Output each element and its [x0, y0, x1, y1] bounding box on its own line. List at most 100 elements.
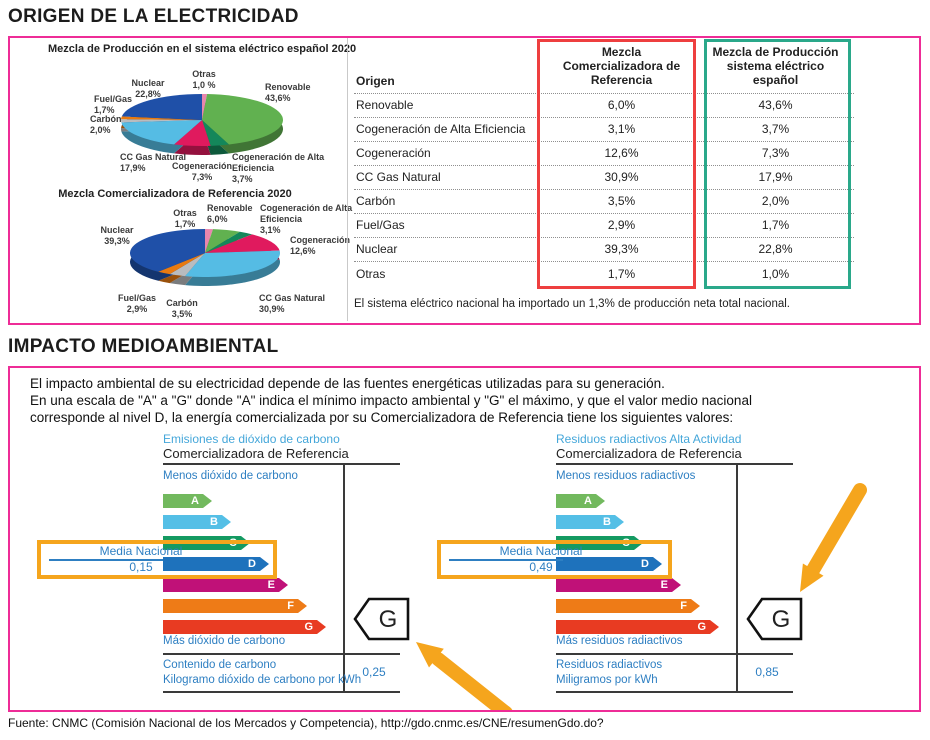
- national-average-box-co2: Media Nacional 0,15: [37, 540, 277, 579]
- pie-label: Nuclear 39,3%: [100, 225, 134, 246]
- pie-charts-pane: Mezcla de Producción en el sistema eléct…: [12, 40, 357, 321]
- value-cell: 7,3%: [761, 146, 790, 161]
- value-cell: 39,3%: [604, 242, 639, 257]
- rating-g-tag: G: [353, 597, 410, 641]
- rating-bar-B: B: [163, 515, 231, 529]
- pie-label: Fuel/Gas 2,9%: [117, 293, 157, 314]
- impact-intro-text: El impacto ambiental de su electricidad …: [30, 376, 752, 425]
- rating-bar-A: A: [163, 494, 212, 508]
- rad-chart-title: Residuos radiactivos Alta Actividad: [556, 432, 742, 446]
- pie-label: Cogeneración 12,6%: [290, 235, 351, 256]
- rad-metric-label-2: Miligramos por kWh: [556, 674, 658, 686]
- col-header-origen: Origen: [356, 74, 395, 89]
- national-average-value: 0,49: [529, 560, 553, 574]
- rating-bar-letter: E: [660, 579, 668, 591]
- table-note: El sistema eléctrico nacional ha importa…: [354, 298, 790, 311]
- table-row: Carbón 3,5% 2,0%: [354, 190, 854, 215]
- table-row: CC Gas Natural 30,9% 17,9%: [354, 166, 854, 191]
- svg-text:G: G: [379, 606, 398, 633]
- origin-cell: Nuclear: [356, 242, 398, 257]
- table-header-row: Origen Mezcla Comercializadora de Refere…: [354, 42, 854, 95]
- co2-metric-label-1: Contenido de carbono: [163, 659, 277, 671]
- table-row: Cogeneración de Alta Eficiencia 3,1% 3,7%: [354, 118, 854, 143]
- origin-cell: Carbón: [356, 194, 396, 209]
- pointer-line: [449, 559, 563, 561]
- pie-label: Nuclear 22,8%: [131, 78, 165, 99]
- pie-label: Otras 1,0 %: [192, 69, 216, 90]
- pie-slice-CC Gas Natural: [184, 250, 280, 277]
- rating-bar-D: D: [556, 557, 662, 571]
- value-cell: 3,1%: [607, 122, 636, 137]
- value-cell: 3,5%: [607, 194, 636, 209]
- rad-chart-subtitle: Comercializadora de Referencia: [556, 446, 742, 461]
- rating-g-tag: G: [746, 597, 803, 641]
- pie-slice-CC Gas Natural: [121, 120, 202, 145]
- section-title-origen: ORIGEN DE LA ELECTRICIDAD: [8, 6, 299, 27]
- national-average-value: 0,15: [129, 560, 153, 574]
- co2-chart-title: Emisiones de dióxido de carbono: [163, 432, 340, 446]
- section-title-impacto: IMPACTO MEDIOAMBIENTAL: [8, 336, 279, 357]
- pie-label: Cogeneración de Alta Eficiencia 3,1%: [260, 203, 353, 235]
- rating-bar-letter: F: [680, 600, 687, 612]
- pie-label: Cogeneración 7,3%: [171, 161, 233, 182]
- pie-slice-Renovable: [205, 229, 240, 253]
- rating-bar-G: G: [163, 620, 326, 634]
- rating-bar-B: B: [556, 515, 624, 529]
- national-average-box-rad: Media Nacional 0,49: [437, 540, 672, 579]
- origin-cell: Cogeneración: [356, 146, 431, 161]
- pie-slice-Cogeneración de Alta Eficiencia: [205, 231, 253, 253]
- pie-production-title: Mezcla de Producción en el sistema eléct…: [48, 43, 357, 55]
- value-cell: 3,7%: [761, 122, 790, 137]
- pie-slice-Carbón: [121, 119, 202, 123]
- vertical-divider: [347, 38, 348, 321]
- rating-bar-A: A: [556, 494, 605, 508]
- table-row: Fuel/Gas 2,9% 1,7%: [354, 214, 854, 239]
- table-row: Cogeneración 12,6% 7,3%: [354, 142, 854, 167]
- col-header-ref: Mezcla Comercializadora de Referencia: [562, 45, 681, 87]
- value-cell: 12,6%: [604, 146, 639, 161]
- rad-scale-note-top: Menos residuos radiactivos: [556, 470, 696, 482]
- pie-retailer-title: Mezcla Comercializadora de Referencia 20…: [58, 188, 292, 200]
- pie-slice-Renovable: [202, 94, 284, 145]
- origin-cell: Cogeneración de Alta Eficiencia: [356, 122, 526, 137]
- pie-slice-Otras: [202, 94, 208, 120]
- value-cell: 1,7%: [607, 266, 636, 281]
- rating-bar-E: E: [163, 578, 288, 592]
- pie-label: CC Gas Natural 17,9%: [120, 152, 187, 173]
- origin-cell: CC Gas Natural: [356, 170, 441, 185]
- origin-cell: Renovable: [356, 98, 414, 113]
- value-cell: 43,6%: [758, 98, 793, 113]
- pie-label: Cogeneración de Alta Eficiencia 3,7%: [232, 152, 325, 184]
- svg-text:G: G: [772, 606, 791, 633]
- rad-metric-label-1: Residuos radiactivos: [556, 659, 663, 671]
- value-cell: 1,7%: [761, 218, 790, 233]
- origin-table: Origen Mezcla Comercializadora de Refere…: [354, 39, 854, 311]
- radioactive-rating-chart: Residuos radiactivos Alta Actividad Come…: [556, 432, 816, 698]
- pointer-line: [49, 559, 163, 561]
- pie-label: Otras 1,7%: [173, 208, 197, 229]
- value-cell: 2,0%: [761, 194, 790, 209]
- value-cell: 1,0%: [761, 266, 790, 281]
- co2-scale-note-bottom: Más dióxido de carbono: [163, 635, 286, 647]
- pie-label: Renovable 6,0%: [207, 203, 253, 224]
- rating-bar-letter: F: [287, 600, 294, 612]
- pie-label: Fuel/Gas 1,7%: [94, 94, 133, 115]
- rating-bar-D: D: [163, 557, 269, 571]
- pie-slice-Fuel/Gas: [121, 116, 202, 120]
- pie-label: Carbón 3,5%: [166, 298, 198, 319]
- rating-bar-letter: D: [641, 558, 649, 570]
- origin-cell: Fuel/Gas: [356, 218, 405, 233]
- rating-bar-letter: D: [248, 558, 256, 570]
- pie-slice-Otras: [205, 229, 213, 253]
- rad-scale-note-bottom: Más residuos radiactivos: [556, 635, 683, 647]
- co2-metric-value: 0,25: [362, 665, 386, 679]
- pie-slice-Cogeneración: [205, 234, 280, 253]
- origin-cell: Otras: [356, 266, 386, 281]
- value-cell: 17,9%: [758, 170, 793, 185]
- value-cell: 2,9%: [607, 218, 636, 233]
- rating-bar-G: G: [556, 620, 719, 634]
- pie-label: Renovable 43,6%: [265, 82, 311, 103]
- national-average-label: Media Nacional: [499, 544, 583, 558]
- rating-bar-letter: E: [267, 579, 275, 591]
- co2-chart-subtitle: Comercializadora de Referencia: [163, 446, 349, 461]
